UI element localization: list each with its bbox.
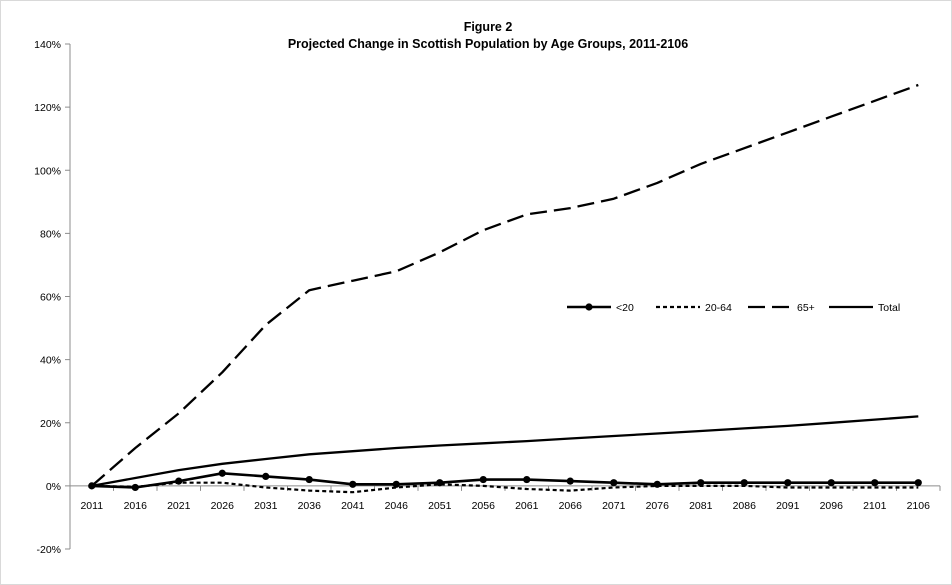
legend: <20 20-64 65+ Total [567,302,900,314]
series-line-short-dash [91,481,919,494]
series-marker [175,477,183,485]
x-tick-label: 2071 [602,500,626,512]
x-tick-label: 2081 [689,500,713,512]
x-tick-label: 2091 [776,500,800,512]
x-tick-label: 2096 [820,500,844,512]
series-marker [653,480,661,488]
legend-label: 20-64 [705,302,732,314]
series-marker [392,480,400,488]
series-marker [827,479,835,487]
chart-subtitle: Projected Change in Scottish Population … [288,37,688,51]
series-marker [523,475,531,484]
series-marker [871,479,879,487]
x-tick-label: 2016 [124,500,148,512]
series-line-solid [91,415,919,488]
series-marker [436,479,444,487]
series-marker [566,477,574,485]
series-marker [479,475,487,484]
legend-label: Total [878,302,900,314]
x-tick-label: 2026 [211,500,235,512]
x-tick-label: 2036 [298,500,322,512]
series-marker [610,479,618,487]
x-tick-label: 2101 [863,500,887,512]
x-tick-label: 2066 [559,500,583,512]
y-tick-label: 120% [34,102,61,114]
legend-label: <20 [616,302,634,314]
series-marker [88,482,96,490]
series-marker [305,475,313,484]
x-tick-label: 2106 [907,500,931,512]
y-tick-label: 140% [34,39,61,51]
x-tick-label: 2041 [341,500,365,512]
x-tick-label: 2046 [385,500,409,512]
y-tick-label: 0% [46,481,61,493]
series-marker [349,480,357,488]
x-tick-label: 2051 [428,500,452,512]
x-tick-label: 2086 [733,500,757,512]
x-tick-label: 2031 [254,500,278,512]
x-tick-label: 2011 [80,500,103,512]
series-marker [914,479,922,487]
legend-label: 65+ [797,302,815,314]
series-marker [740,479,748,487]
series-marker [218,469,226,477]
y-tick-label: 100% [34,165,61,177]
y-tick-label: 80% [40,228,61,240]
x-tick-label: 2056 [472,500,496,512]
y-tick-label: 20% [40,418,61,430]
series-layer [88,83,922,494]
y-tick-label: -20% [36,544,61,556]
x-tick-label: 2021 [167,500,191,512]
x-tick-label: 2061 [515,500,539,512]
y-tick-label: 40% [40,355,61,367]
series-marker [131,483,139,492]
x-axis: 2011 2016 2021 2026 2031 2036 2041 2046 2051 2056… [69,485,941,512]
y-tick-group: -20% 0% 20% 40% 60% 80% 100% 120% 140% [34,39,70,556]
x-tick-label: 2076 [646,500,670,512]
series-line-solid-markers [91,471,919,489]
chart-title: Figure 2 [464,20,513,34]
series-line-long-dash [91,83,919,487]
legend-marker [585,303,593,311]
series-marker [262,472,270,481]
series-marker [697,479,705,487]
series-marker [784,479,792,487]
y-tick-label: 60% [40,292,61,304]
